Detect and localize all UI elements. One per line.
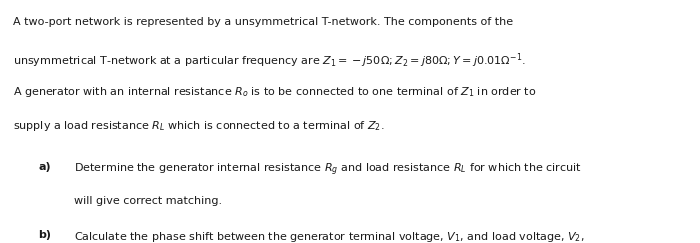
- Text: A generator with an internal resistance $R_o$ is to be connected to one terminal: A generator with an internal resistance …: [13, 85, 536, 99]
- Text: will give correct matching.: will give correct matching.: [74, 196, 222, 206]
- Text: supply a load resistance $R_L$ which is connected to a terminal of $Z_2$.: supply a load resistance $R_L$ which is …: [13, 119, 384, 133]
- Text: A two-port network is represented by a unsymmetrical T-network. The components o: A two-port network is represented by a u…: [13, 17, 512, 27]
- Text: a): a): [38, 162, 51, 172]
- Text: Calculate the phase shift between the generator terminal voltage, $V_1$, and loa: Calculate the phase shift between the ge…: [74, 230, 584, 243]
- Text: Determine the generator internal resistance $R_g$ and load resistance $R_L$ for : Determine the generator internal resista…: [74, 162, 581, 178]
- Text: unsymmetrical T-network at a particular frequency are $Z_1 = -j50\Omega; Z_2 = j: unsymmetrical T-network at a particular …: [13, 51, 525, 70]
- Text: b): b): [38, 230, 52, 240]
